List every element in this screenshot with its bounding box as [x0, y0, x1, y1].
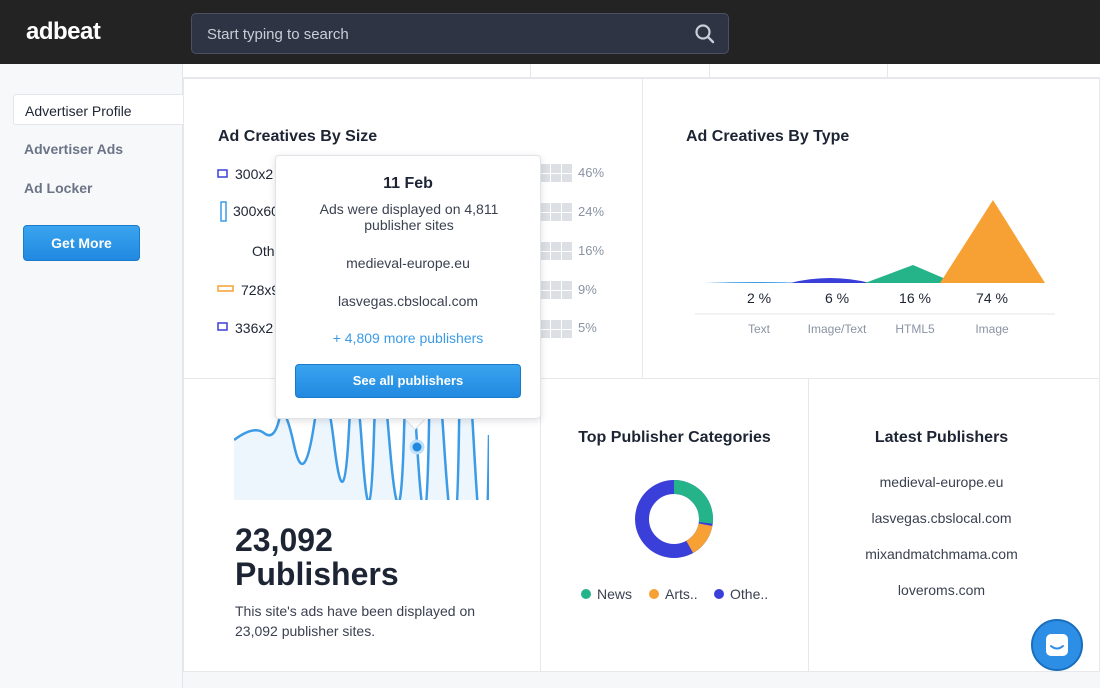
- type-area-chart: [695, 200, 1055, 315]
- type-pct: 6 %: [824, 290, 850, 306]
- size-pct: 46%: [578, 165, 605, 180]
- logo[interactable]: adbeat: [26, 18, 101, 45]
- type-axis-label: Image/Text: [807, 322, 867, 336]
- publisher-tooltip: 11 Feb Ads were displayed on 4,811 publi…: [275, 155, 541, 419]
- size-label: 336x2: [235, 320, 274, 336]
- top-panels-strip: [183, 64, 1100, 78]
- legend-news: News: [581, 586, 632, 602]
- sidebar-item-ad-locker[interactable]: Ad Locker: [24, 180, 93, 196]
- get-more-button[interactable]: Get More: [23, 225, 140, 261]
- type-axis-label: Image: [975, 322, 1009, 336]
- type-pct: 16 %: [899, 290, 931, 306]
- size-label: 728x9: [241, 282, 280, 298]
- legend-dot: [581, 589, 591, 599]
- categories-donut-chart[interactable]: [632, 477, 716, 561]
- type-area-html5: [865, 265, 955, 283]
- see-all-publishers-button[interactable]: See all publishers: [295, 364, 521, 398]
- divider: [709, 64, 710, 78]
- size-bar: [540, 281, 572, 299]
- sparkline-selected-point: [409, 439, 425, 455]
- tooltip-site[interactable]: lasvegas.cbslocal.com: [337, 293, 479, 309]
- legend-arts: Arts..: [649, 586, 698, 602]
- tooltip-description: Ads were displayed on 4,811 publisher si…: [319, 201, 499, 233]
- sidebar-item-advertiser-profile[interactable]: Advertiser Profile: [13, 94, 183, 125]
- chat-button[interactable]: [1031, 619, 1083, 671]
- by-type-title: Ad Creatives By Type: [686, 128, 850, 145]
- type-area-image: [940, 200, 1045, 283]
- size-bar: [540, 203, 572, 221]
- latest-publisher-item[interactable]: loveroms.com: [897, 582, 986, 598]
- type-area-text: [705, 282, 805, 283]
- latest-publisher-item[interactable]: mixandmatchmama.com: [865, 546, 1018, 562]
- size-pct: 5%: [578, 320, 597, 335]
- size-label: 300x60: [233, 203, 279, 219]
- latest-title: Latest Publishers: [874, 429, 1009, 446]
- divider: [887, 64, 888, 78]
- type-pct: 2 %: [746, 290, 772, 306]
- tooltip-more-link[interactable]: + 4,809 more publishers: [332, 330, 484, 346]
- size-bar: [540, 164, 572, 182]
- size-bar: [540, 242, 572, 260]
- divider: [530, 64, 531, 78]
- legend-dot: [714, 589, 724, 599]
- publishers-panel: [183, 378, 541, 672]
- categories-title: Top Publisher Categories: [578, 429, 771, 446]
- size-pct: 9%: [578, 282, 597, 297]
- size-bar: [540, 320, 572, 338]
- size-300x600-icon: [220, 201, 227, 222]
- publishers-description: This site's ads have been displayed on 2…: [235, 603, 476, 639]
- legend-dot: [649, 589, 659, 599]
- type-axis-label: Text: [747, 322, 770, 336]
- by-size-title: Ad Creatives By Size: [218, 128, 378, 145]
- by-type-panel: [642, 78, 1100, 379]
- size-label: 300x2: [235, 166, 274, 182]
- type-pct: 74 %: [976, 290, 1008, 306]
- size-pct: 24%: [578, 204, 605, 219]
- legend-other: Othe..: [714, 586, 768, 602]
- publishers-sparkline[interactable]: [234, 405, 489, 500]
- chat-icon: [1046, 634, 1068, 656]
- sidebar-item-advertiser-ads[interactable]: Advertiser Ads: [24, 141, 124, 157]
- search-input[interactable]: Start typing to search: [191, 13, 729, 54]
- type-area-image-text: [790, 278, 870, 283]
- publishers-count: 23,092 Publishers: [235, 522, 399, 592]
- latest-publisher-item[interactable]: lasvegas.cbslocal.com: [871, 510, 1012, 526]
- size-300x250-icon: [217, 169, 228, 178]
- search-icon[interactable]: [694, 23, 716, 45]
- size-label: Othe: [252, 243, 283, 259]
- top-bar: adbeat Start typing to search: [0, 0, 1100, 64]
- sidebar: [0, 64, 183, 688]
- size-pct: 16%: [578, 243, 605, 258]
- tooltip-date: 11 Feb: [383, 175, 433, 192]
- size-728x90-icon: [217, 285, 234, 292]
- latest-publisher-item[interactable]: medieval-europe.eu: [879, 474, 1004, 490]
- tooltip-site[interactable]: medieval-europe.eu: [346, 255, 470, 271]
- type-axis-label: HTML5: [895, 322, 935, 336]
- search-placeholder: Start typing to search: [207, 26, 349, 43]
- size-336x280-icon: [217, 322, 228, 331]
